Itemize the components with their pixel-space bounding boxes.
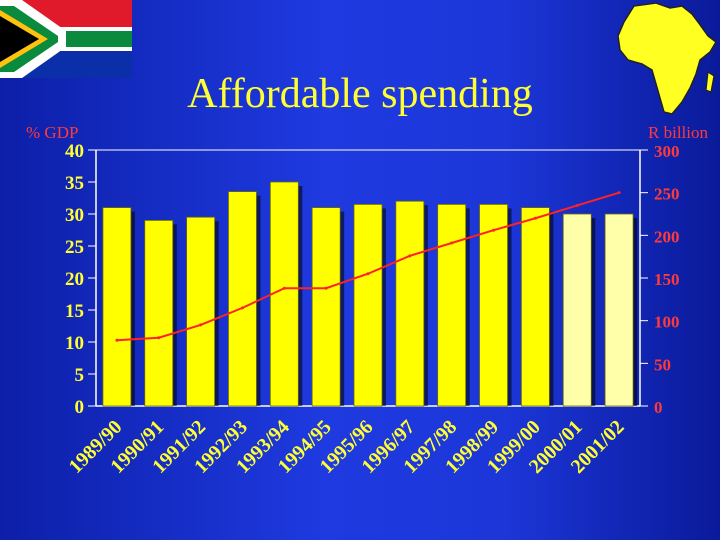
line-point <box>282 286 286 290</box>
bar <box>520 207 550 407</box>
bar <box>228 191 257 407</box>
left-tick-label: 35 <box>65 173 84 194</box>
right-tick-label: 250 <box>654 185 680 204</box>
bar-projected <box>562 213 592 407</box>
left-tick-label: 10 <box>65 333 84 354</box>
left-tick-label: 15 <box>65 301 84 322</box>
right-tick-label: 300 <box>654 142 680 161</box>
bar <box>395 200 425 407</box>
bar <box>479 203 508 407</box>
left-axis-unit-label: % GDP <box>26 123 79 142</box>
bar <box>186 216 216 407</box>
left-tick-label: 5 <box>75 365 85 386</box>
right-tick-label: 100 <box>654 313 680 332</box>
bar <box>144 219 174 407</box>
left-tick-label: 20 <box>65 269 84 290</box>
line-point <box>199 323 203 327</box>
bar <box>353 203 383 407</box>
left-tick-label: 30 <box>65 205 84 226</box>
right-tick-label: 150 <box>654 270 680 289</box>
africa-map-icon <box>617 2 717 115</box>
right-axis-unit-label: R billion <box>648 123 708 142</box>
line-point <box>533 216 537 220</box>
line-point <box>366 272 370 276</box>
bar-projected <box>604 213 634 407</box>
bar <box>102 207 132 407</box>
left-tick-label: 25 <box>65 237 84 258</box>
bar <box>437 203 467 407</box>
line-point <box>240 306 244 310</box>
right-tick-label: 50 <box>654 355 671 374</box>
line-point <box>408 254 412 258</box>
bar <box>311 207 341 407</box>
line-point <box>575 203 579 207</box>
line-point <box>324 286 328 290</box>
left-tick-label: 40 <box>65 141 84 162</box>
line-point <box>617 191 621 195</box>
left-tick-label: 0 <box>75 397 85 418</box>
line-point <box>492 228 496 232</box>
bar <box>269 181 299 407</box>
right-tick-label: 0 <box>654 398 663 417</box>
right-tick-label: 200 <box>654 227 680 246</box>
line-point <box>450 241 454 245</box>
south-africa-flag-icon <box>0 0 132 78</box>
line-point <box>157 336 161 340</box>
line-point <box>115 338 119 342</box>
page-title: Affordable spending <box>187 71 533 117</box>
